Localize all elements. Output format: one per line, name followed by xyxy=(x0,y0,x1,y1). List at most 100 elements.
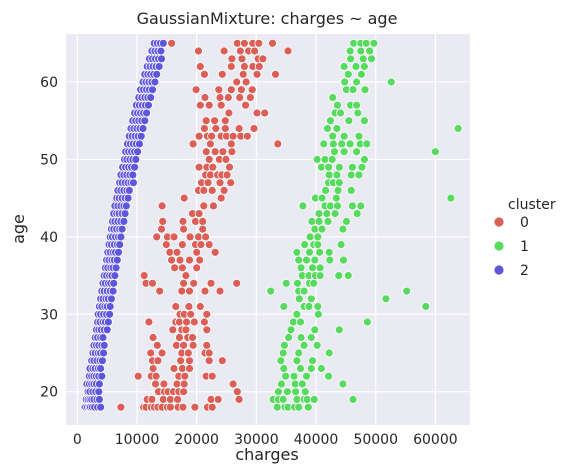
data-point xyxy=(310,224,320,234)
data-point xyxy=(272,402,282,412)
data-points xyxy=(80,38,463,412)
data-point xyxy=(343,69,353,79)
data-point xyxy=(322,209,332,219)
data-point xyxy=(296,333,306,342)
data-point xyxy=(232,387,242,397)
data-point xyxy=(114,247,123,257)
data-point xyxy=(177,240,187,250)
data-point xyxy=(105,309,114,319)
data-point xyxy=(324,348,334,358)
data-point xyxy=(199,185,209,195)
data-point xyxy=(252,69,262,79)
data-point xyxy=(344,116,354,126)
data-point xyxy=(279,340,289,350)
data-point xyxy=(178,216,188,226)
data-point xyxy=(151,379,160,389)
data-point xyxy=(174,333,184,342)
data-point xyxy=(142,108,152,118)
data-point xyxy=(172,247,182,257)
data-point xyxy=(95,394,104,404)
data-point xyxy=(157,201,167,211)
data-point xyxy=(191,85,201,95)
data-point xyxy=(336,240,346,250)
data-point xyxy=(327,154,337,164)
data-point xyxy=(194,162,204,172)
legend-marker xyxy=(493,216,505,228)
data-point xyxy=(176,356,186,366)
data-point xyxy=(312,340,322,350)
data-point xyxy=(236,85,246,95)
data-point xyxy=(107,294,116,304)
data-point xyxy=(336,108,345,118)
data-point xyxy=(328,139,338,149)
data-point xyxy=(254,38,264,48)
data-point xyxy=(309,394,319,404)
data-point xyxy=(334,162,344,172)
data-point xyxy=(317,193,327,203)
data-point xyxy=(203,178,213,188)
data-point xyxy=(112,255,122,265)
y-tick-label: 20 xyxy=(40,385,58,401)
data-point xyxy=(200,286,210,296)
data-point xyxy=(216,193,226,203)
data-point xyxy=(296,317,305,327)
data-point xyxy=(314,216,324,226)
data-point xyxy=(111,263,121,273)
data-point xyxy=(207,402,217,412)
data-point xyxy=(294,294,304,304)
data-point xyxy=(158,38,168,48)
data-point xyxy=(321,185,331,195)
data-point xyxy=(308,356,317,366)
data-point xyxy=(241,77,251,87)
data-point xyxy=(204,154,214,164)
data-point xyxy=(291,387,301,397)
data-point xyxy=(148,85,157,95)
data-point xyxy=(179,387,189,397)
data-point xyxy=(352,100,362,110)
data-point xyxy=(185,286,194,296)
data-point xyxy=(278,394,288,404)
data-point xyxy=(235,93,245,102)
data-point xyxy=(226,85,236,95)
data-point xyxy=(170,263,180,273)
data-point xyxy=(200,93,210,102)
data-point xyxy=(152,69,162,79)
data-point xyxy=(293,278,302,288)
data-point xyxy=(347,162,357,172)
data-point xyxy=(185,356,194,366)
data-point xyxy=(361,38,371,48)
data-point xyxy=(199,317,209,327)
data-point xyxy=(198,224,208,234)
data-point xyxy=(156,46,166,56)
data-point xyxy=(211,124,221,133)
data-point xyxy=(139,271,149,281)
data-point xyxy=(252,108,262,118)
data-point xyxy=(173,394,183,404)
data-point xyxy=(192,247,202,257)
data-point xyxy=(302,371,311,381)
data-point xyxy=(306,333,316,342)
x-tick-label: 20000 xyxy=(174,432,219,448)
data-point xyxy=(188,340,198,350)
data-point xyxy=(204,348,214,358)
data-point xyxy=(180,371,190,381)
data-point xyxy=(351,62,361,71)
data-point xyxy=(333,185,343,195)
data-point xyxy=(128,170,138,180)
data-point xyxy=(116,402,126,412)
data-point xyxy=(226,178,236,188)
data-point xyxy=(206,278,216,288)
data-point xyxy=(171,340,181,350)
data-point xyxy=(217,356,227,366)
data-point xyxy=(299,286,309,296)
data-point xyxy=(297,379,307,389)
data-point xyxy=(324,371,334,381)
data-point xyxy=(138,124,148,133)
data-point xyxy=(359,62,369,71)
data-point xyxy=(343,271,353,281)
data-point xyxy=(157,224,166,234)
data-point xyxy=(362,317,372,327)
data-point xyxy=(340,77,350,87)
data-point xyxy=(222,170,232,180)
data-point xyxy=(302,255,311,265)
